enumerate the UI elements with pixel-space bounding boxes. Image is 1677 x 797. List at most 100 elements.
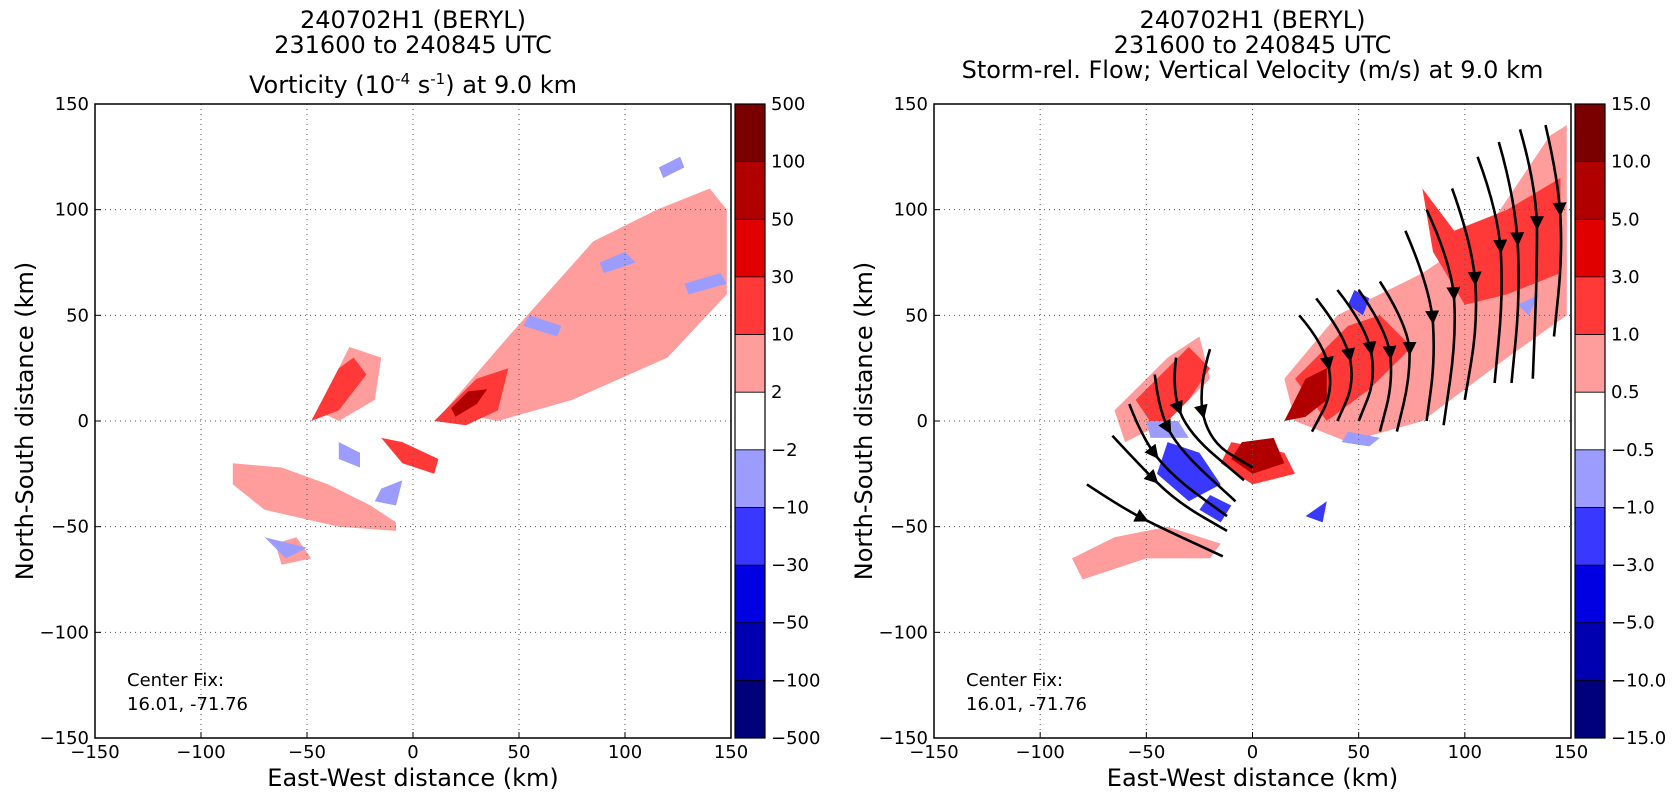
panel1-title-line-1: 240702H1 (BERYL) [300,6,526,34]
panel1-feature-0 [232,463,396,531]
panel2-colorbar-label-11: −15.0 [1611,728,1666,749]
panel1-colorbar-cell-3 [735,276,765,335]
panel1-feature-6 [381,437,439,474]
panel1-xtick-label: 100 [608,742,642,763]
panel2-colorbar-label-6: −0.5 [1611,440,1655,461]
panel2-xtick-label: −50 [1127,742,1165,763]
panel1-colorbar-label-2: 50 [771,209,794,230]
panel2-colorbar-label-2: 5.0 [1611,209,1640,230]
panel2-ytick-label: −50 [890,517,928,538]
panel1-feature-8 [338,442,360,468]
panel2-xtick-label: −150 [909,742,958,763]
panel1-colorbar-frame [734,103,766,739]
panel1-feature-7 [451,389,488,417]
panel2-colorbar-cell-3 [1575,276,1605,335]
panel2-streamline-arrow-5 [1194,403,1208,419]
panel2-ytick-label: 50 [905,305,928,326]
panel1-colorbar-label-8: −30 [771,555,809,576]
panel1-colorbar-cell-0 [735,104,765,162]
panel2-colorbar-label-0: 15.0 [1611,94,1651,115]
panel2-title-line-3: Storm-rel. Flow; Vertical Velocity (m/s)… [962,56,1544,84]
panel2-feature-4 [1422,178,1561,305]
panel1-xtick-label: 50 [508,742,531,763]
panel2-colorbar-frame [1574,103,1606,739]
panel1-y-axis-label: North-South distance (km) [11,262,39,581]
panel2-streamline-arrow-0 [1133,509,1149,522]
panel1-center-fix-label: Center Fix: [127,670,224,691]
panel2-colorbar-cell-4 [1575,334,1605,393]
panel1-xtick-label: −50 [288,742,326,763]
panel1-title-field-part-3: -1 [430,70,445,88]
panel2-feature-15 [1517,294,1540,316]
panel1-title-field-part-0: Vorticity (10 [249,71,395,99]
panel1-colorbar-cell-9 [735,622,765,681]
panel1-colorbar-label-3: 30 [771,267,794,288]
panel1-ytick-label: −50 [51,517,89,538]
panel2-xtick-label: 150 [1554,742,1588,763]
panel2-colorbar-label-10: −10.0 [1611,670,1666,691]
panel2-streamline-15 [1497,141,1520,384]
panel2-feature-9 [1157,442,1221,502]
panel1-colorbar-cell-1 [735,161,765,220]
panel2-center-fix-label: Center Fix: [966,670,1063,691]
panel2-colorbar-cell-10 [1575,680,1605,738]
panel1-colorbar-cell-4 [735,334,765,393]
panel1-feature-5 [311,357,367,421]
panel2-feature-14 [1341,431,1380,447]
panel2-colorbar-label-9: −5.0 [1611,613,1655,634]
panel1-colorbar-label-10: −100 [771,670,820,691]
panel1-feature-9 [374,480,403,506]
panel2-colorbar-label-7: −1.0 [1611,497,1655,518]
panel2-ytick-label: 0 [917,411,928,432]
panel2-streamline-arrow-4 [1169,399,1183,416]
panel1-title-field-part-1: -4 [395,70,410,88]
panel1-feature-10 [264,537,307,559]
panel1-feature-11 [658,156,685,178]
panel1-colorbar-label-0: 500 [771,94,805,115]
panel2-title-line-2: 231600 to 240845 UTC [1114,31,1392,59]
panel1-colorbar-label-4: 10 [771,325,794,346]
panel2-colorbar-cell-7 [1575,507,1605,566]
panel1-xtick-label: 0 [407,742,418,763]
panel1-ytick-label: 50 [66,305,89,326]
panel1-feature-13 [523,315,562,337]
panel1-colorbar-cell-7 [735,507,765,566]
panel1-group: −150−150−100−100−50−50005050100100150150… [11,6,820,792]
panel2-ytick-label: 100 [894,200,928,221]
panel2-colorbar-cell-0 [1575,104,1605,162]
panel2-x-axis-label: East-West distance (km) [1107,764,1398,792]
panel2-ytick-label: −150 [879,728,928,749]
panel1-ytick-label: 100 [55,200,89,221]
panel2-colorbar-label-4: 1.0 [1611,325,1640,346]
panel1-data-features [232,156,727,565]
panel2-group: −150−150 −100 −100 −50 −50 0 0 50 50 100 100 150 150… [850,6,1666,792]
panel1-ytick-label: 0 [78,411,89,432]
panel1-xtick-label: −100 [176,742,225,763]
panel2-colorbar-cell-8 [1575,565,1605,623]
panel2-ytick-label: 150 [894,94,928,115]
panel1-xtick-label: −150 [70,742,119,763]
panel2-streamline-arrow-8 [1362,340,1377,356]
panel2-colorbar-cell-9 [1575,622,1605,681]
panel2-streamline-arrow-1 [1143,468,1159,484]
panel1-ytick-label: −100 [40,622,89,643]
panel2-colorbar-label-5: 0.5 [1611,382,1640,403]
panel2-center-fix-value: 16.01, -71.76 [966,694,1087,715]
panel2-ytick-label: −100 [879,622,928,643]
panel1-feature-14 [684,273,727,295]
panel2-feature-7 [1284,368,1327,421]
panel2-xtick-label: 50 [1347,742,1370,763]
panel1-center-fix-value: 16.01, -71.76 [127,694,248,715]
panel1-title-line-2: 231600 to 240845 UTC [274,31,552,59]
panel2-streamline-arrow-6 [1320,355,1334,371]
panel1-x-axis-label: East-West distance (km) [267,764,558,792]
panel1-colorbar-label-5: 2 [771,382,782,403]
panel2-colorbar-cell-2 [1575,219,1605,277]
panel1-title-field: Vorticity (10-4 s-1) at 9.0 km [249,70,577,99]
panel2-title-line-1: 240702H1 (BERYL) [1139,6,1365,34]
panel1-feature-1 [444,188,727,421]
panel2-xtick-label: 100 [1448,742,1482,763]
panel1-colorbar-label-11: −500 [771,728,820,749]
panel2-feature-0 [1072,526,1221,580]
